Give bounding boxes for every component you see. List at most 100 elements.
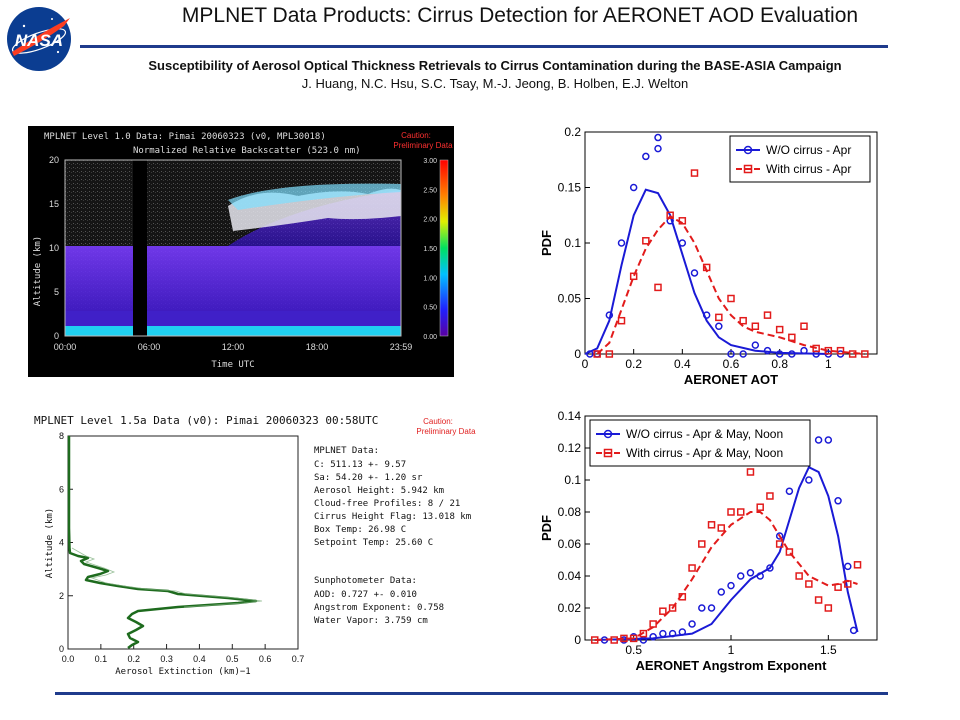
y-tick-label: 0: [59, 644, 64, 654]
data-point: [800, 346, 808, 355]
data-point: [824, 346, 833, 355]
data-point: [746, 569, 755, 577]
y-tick-label: 0.05: [558, 292, 582, 306]
series-line: [594, 511, 858, 641]
data-point: [717, 524, 726, 532]
data-point: [785, 487, 794, 495]
data-point: [739, 350, 747, 358]
x-axis-label: AERONET AOT: [684, 372, 778, 386]
x-tick-label: 0.6: [259, 654, 272, 664]
data-point: [690, 269, 699, 277]
sunphotometer-line: AOD: 0.727 +- 0.010: [314, 590, 417, 600]
profile-ylabel: Altitude (km): [45, 508, 55, 578]
profile-title: MPLNET Level 1.5a Data (v0): Pimai 20060…: [34, 414, 378, 427]
x-tick-label: 12:00: [222, 342, 245, 352]
x-tick-label: 0.3: [160, 654, 173, 664]
data-point: [617, 316, 626, 325]
data-point: [849, 626, 858, 635]
series-line: [596, 215, 865, 355]
y-axis-label: PDF: [539, 515, 554, 541]
data-point: [654, 283, 662, 292]
data-point: [763, 346, 772, 355]
legend: [589, 419, 811, 467]
angstrom-pdf-chart: 0 0.02 0.04 0.06 0.08 0.1 0.12 0.14 0.5 1 1.5AERON…: [539, 409, 878, 673]
data-point: [698, 604, 706, 612]
data-point: [666, 211, 674, 219]
data-point: [702, 311, 711, 319]
x-tick-label: 0.7: [292, 654, 305, 664]
y-tick-label: 0.06: [558, 537, 582, 551]
logo-lettering: NASA: [15, 31, 63, 50]
backscatter-subtitle: Normalized Relative Backscatter (523.0 n…: [133, 146, 361, 156]
legend-label: With cirrus - Apr: [766, 162, 851, 176]
mplnet-line: Box Temp: 26.98 C: [314, 525, 407, 535]
data-point: [629, 634, 638, 643]
data-point: [775, 540, 784, 548]
y-tick-label: 0.1: [564, 236, 581, 250]
y-tick-label: 0.15: [558, 181, 582, 195]
backscatter-caution-2: Preliminary Data: [393, 141, 453, 150]
y-tick-label: 0: [574, 347, 581, 361]
data-point: [620, 634, 628, 643]
y-tick-label: 0.12: [558, 441, 582, 455]
data-point: [610, 636, 618, 644]
data-point: [756, 572, 764, 580]
y-tick-label: 0.02: [558, 601, 582, 615]
data-point: [795, 572, 803, 580]
data-point: [756, 503, 764, 511]
x-tick-label: 1: [728, 643, 735, 657]
x-tick-label: 0.2: [625, 357, 642, 371]
data-point: [678, 239, 687, 247]
data-point: [678, 217, 687, 225]
data-point: [642, 152, 650, 161]
data-point: [736, 508, 745, 516]
data-point: [834, 497, 842, 505]
data-point: [844, 580, 852, 588]
data-point: [688, 564, 696, 572]
data-point: [824, 436, 833, 444]
data-point: [751, 341, 760, 349]
data-point: [629, 272, 638, 281]
x-tick-label: 0: [582, 357, 589, 371]
y-tick-label: 4: [59, 538, 64, 548]
data-point: [812, 344, 820, 353]
profile-x-ticks: 0.0 0.1 0.2 0.3 0.4 0.5 0.6 0.7: [62, 644, 305, 664]
data-point: [649, 633, 657, 641]
data-point: [668, 629, 677, 638]
backscatter-panel: MPLNET Level 1.0 Data: Pimai 20060323 (v…: [28, 126, 454, 377]
data-point: [805, 476, 813, 484]
y-tick-label: 6: [59, 484, 64, 494]
data-point: [715, 322, 723, 330]
legend-marker: [743, 145, 753, 155]
mplnet-line: Cloud-free Profiles: 8 / 21: [314, 499, 461, 509]
mplnet-line: Setpoint Temp: 25.60 C: [314, 538, 434, 548]
x-tick-label: 0.2: [127, 654, 140, 664]
mplnet-header: MPLNET Data:: [314, 446, 380, 456]
data-point: [605, 350, 614, 358]
data-point: [678, 593, 687, 601]
profile-caution-2: Preliminary Data: [416, 427, 476, 436]
x-axis-label: AERONET Angstrom Exponent: [636, 658, 828, 673]
x-tick-label: 1.5: [820, 643, 837, 657]
series-line: [594, 465, 859, 641]
aot-pdf-chart: 0 0.05 0.1 0.15 0.2 0 0.2 0.4 0.6 0.8 1 AERONET AOT…: [539, 125, 878, 386]
sunphotometer-line: Angstrom Exponent: 0.758: [314, 603, 445, 613]
data-point: [590, 636, 599, 644]
backscatter-ylabel: Altitude (km): [33, 236, 43, 306]
colorbar-tick-label: 1.50: [423, 246, 437, 253]
y-tick-label: 0: [574, 633, 581, 647]
mplnet-line: Sa: 54.20 +- 1.20 sr: [314, 473, 423, 483]
legend-label: W/O cirrus - Apr: [766, 143, 851, 157]
data-point: [715, 313, 723, 322]
y-tick-label: 5: [54, 287, 59, 297]
legend: [729, 135, 871, 183]
colorbar-tick-label: 1.00: [423, 275, 437, 282]
data-point: [775, 532, 784, 540]
backscatter-caution: Caution:: [401, 131, 431, 140]
title-divider: [80, 45, 888, 48]
colorbar-tick-label: 0.50: [423, 305, 437, 312]
data-point: [659, 607, 667, 615]
data-point: [642, 237, 650, 245]
data-point: [707, 604, 716, 612]
profile-panel: MPLNET Level 1.5a Data (v0): Pimai 20060…: [28, 408, 498, 678]
